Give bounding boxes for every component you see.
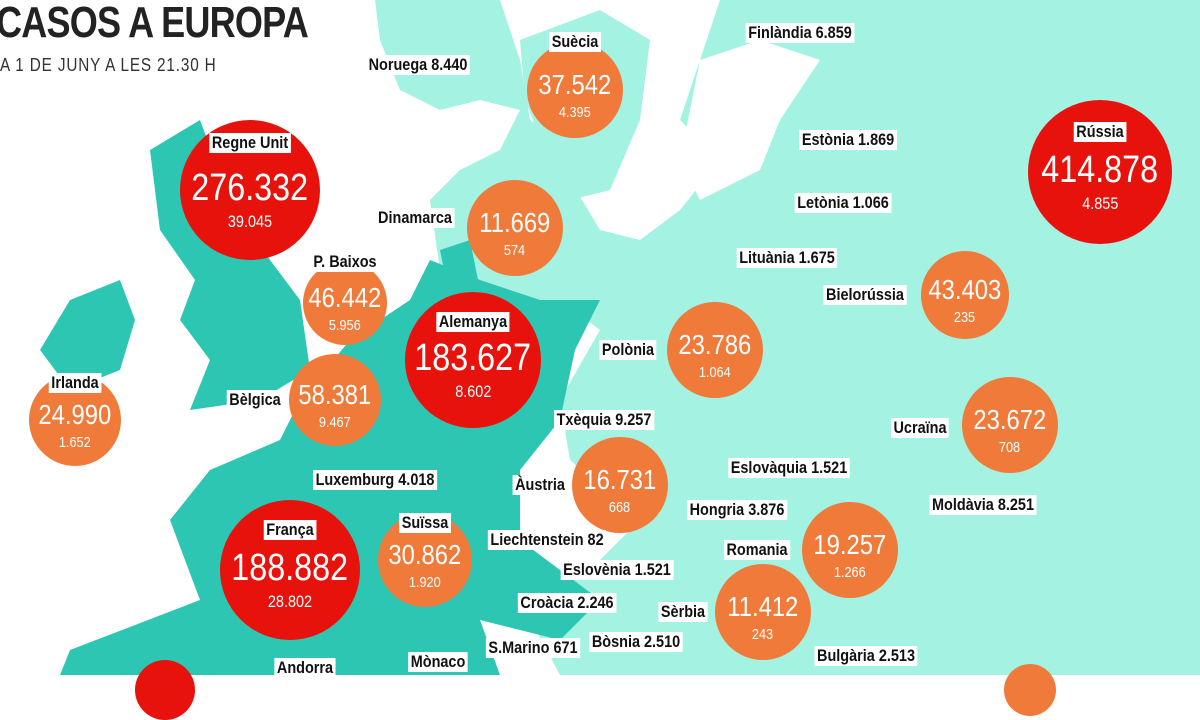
bubble-bielorussia: 43.403 235 [921,251,1009,339]
country-label-bielorussia: Bielorússia [823,285,907,305]
cases-value: 11.669 [479,206,551,238]
country-label-serbia: Sèrbia [658,602,708,622]
cases-value: 276.332 [191,166,309,209]
deaths-value: 4.855 [1081,193,1119,213]
country-label-p-baixos: P. Baixos [310,252,380,272]
bubble-serbia: 11.412 243 [715,564,811,660]
bubble-irlanda: 24.990 1.652 [29,374,121,466]
cases-value: 46.442 [308,281,382,313]
country-label-hongria: Hongria 3.876 [687,500,787,520]
cases-value: 11.412 [727,590,799,622]
land-denmark [440,240,480,300]
cases-value: 23.786 [678,328,752,360]
bubble-p-baixos: 46.442 5.956 [303,261,387,345]
cases-value: 183.627 [414,336,532,379]
deaths-value: 668 [609,498,631,516]
country-label-liechtenstein: Liechtenstein 82 [487,530,607,550]
country-label-regne-unit: Regne Unit [209,133,291,153]
cases-value: 23.672 [973,403,1047,435]
page-title: CASOS A EUROPA [0,0,309,47]
bubble-dinamarca: 11.669 574 [467,180,563,276]
country-label-croacia: Croàcia 2.246 [517,593,617,613]
country-label-dinamarca: Dinamarca [375,208,455,228]
bubble-austria: 16.731 668 [572,437,668,533]
cases-value: 58.381 [298,378,372,410]
deaths-value: 1.652 [59,433,91,451]
bubble-polonia: 23.786 1.064 [667,302,763,398]
country-label-eslovaquia: Eslovàquia 1.521 [728,458,850,478]
country-label-andorra: Andorra [274,658,336,678]
country-label-romania: Romania [723,540,791,560]
cases-value: 414.878 [1041,148,1159,191]
cases-value: 19.257 [813,528,887,560]
country-label-moldavia: Moldàvia 8.251 [929,495,1037,515]
deaths-value: 574 [504,241,526,259]
country-label-monaco: Mònaco [408,652,468,672]
country-label-suecia: Suècia [549,32,601,52]
country-label-irlanda: Irlanda [48,373,102,393]
country-label-austria: Àustria [512,475,568,495]
land-ireland [40,280,135,390]
country-label-txequia: Txèquia 9.257 [554,410,654,430]
deaths-value: 1.064 [699,363,731,381]
deaths-value: 28.802 [267,591,313,611]
cases-value: 43.403 [928,273,1002,305]
cases-value: 16.731 [583,463,657,495]
country-label-s-marino: S.Marino 671 [485,638,581,658]
cases-value: 37.542 [538,68,612,100]
country-label-luxemburg: Luxemburg 4.018 [313,470,437,490]
country-label-suissa: Suïssa [399,513,451,533]
country-label-finlandia: Finlàndia 6.859 [745,23,855,43]
bubble-belgica: 58.381 9.467 [289,354,381,446]
cases-value: 30.862 [388,538,462,570]
deaths-value: 243 [752,625,774,643]
deaths-value: 8.602 [454,381,492,401]
country-label-letonia: Letònia 1.066 [794,193,892,213]
country-label-eslovenia: Eslovènia 1.521 [560,560,674,580]
country-label-bulgaria: Bulgària 2.513 [814,646,918,666]
country-label-estonia: Estònia 1.869 [799,130,897,150]
deaths-value: 9.467 [319,413,351,431]
deaths-value: 4.395 [559,103,591,121]
country-label-belgica: Bèlgica [226,390,284,410]
bubble-suecia: 37.542 4.395 [527,42,623,138]
country-label-franca: França [263,520,317,540]
bubble-partial [1004,664,1056,716]
country-label-alemanya: Alemanya [436,312,510,332]
bubble-romania: 19.257 1.266 [802,502,898,598]
deaths-value: 235 [954,308,976,326]
cases-value: 24.990 [38,398,112,430]
deaths-value: 39.045 [227,211,273,231]
cases-value: 188.882 [231,546,349,589]
deaths-value: 5.956 [329,316,361,334]
land-baltic-gap [680,40,820,200]
country-label-bosnia: Bòsnia 2.510 [589,632,683,652]
page-subtitle: A 1 DE JUNY A LES 21.30 H [0,55,217,75]
country-label-polonia: Polònia [599,340,657,360]
country-label-ucraina: Ucraïna [890,418,950,438]
country-label-russia: Rússia [1073,122,1127,142]
bubble-partial [135,660,195,720]
country-label-lituania: Lituània 1.675 [736,248,838,268]
deaths-value: 708 [999,438,1021,456]
deaths-value: 1.266 [834,563,866,581]
deaths-value: 1.920 [409,573,441,591]
country-label-noruega: Noruega 8.440 [366,55,470,75]
bubble-ucraina: 23.672 708 [962,377,1058,473]
